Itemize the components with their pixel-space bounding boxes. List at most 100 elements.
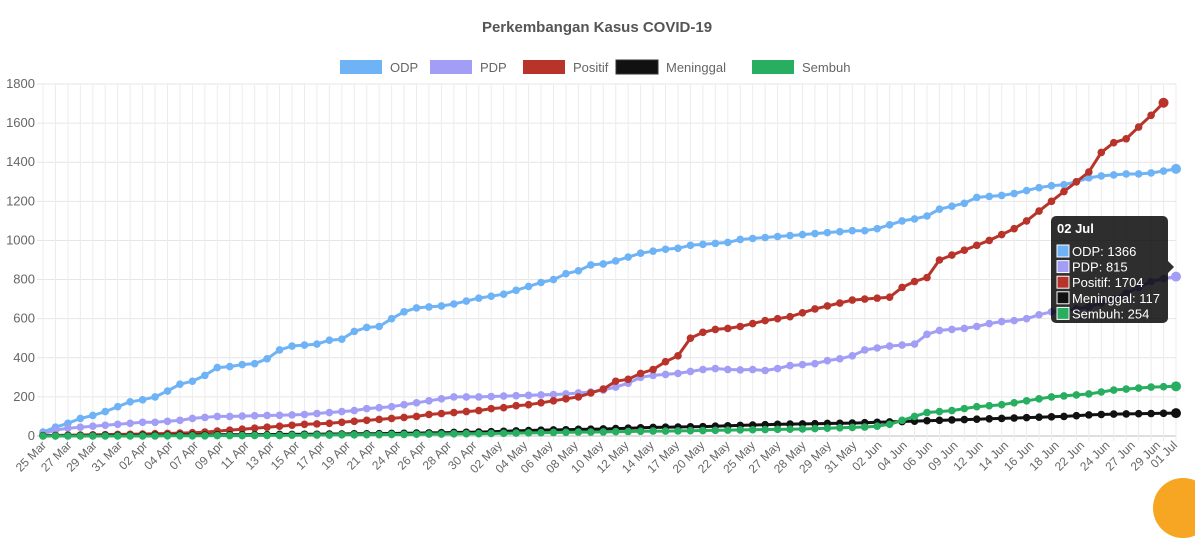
- data-point[interactable]: [1060, 392, 1068, 400]
- data-point[interactable]: [325, 419, 334, 428]
- data-point[interactable]: [761, 316, 769, 325]
- data-point[interactable]: [661, 427, 670, 435]
- data-point[interactable]: [935, 407, 944, 416]
- data-point[interactable]: [636, 427, 645, 436]
- data-point[interactable]: [711, 325, 720, 334]
- data-point[interactable]: [238, 360, 247, 369]
- data-point[interactable]: [1134, 384, 1143, 392]
- data-point[interactable]: [338, 407, 346, 416]
- data-point[interactable]: [649, 427, 657, 435]
- data-point[interactable]: [885, 342, 894, 350]
- data-point[interactable]: [201, 371, 209, 380]
- data-point[interactable]: [263, 431, 271, 440]
- data-point[interactable]: [1097, 410, 1106, 419]
- data-point[interactable]: [1159, 167, 1168, 175]
- data-point[interactable]: [101, 407, 110, 416]
- data-point[interactable]: [499, 392, 508, 400]
- data-point[interactable]: [972, 322, 981, 331]
- data-point[interactable]: [275, 431, 284, 440]
- data-point[interactable]: [1109, 171, 1118, 179]
- data-point[interactable]: [225, 362, 234, 371]
- data-point[interactable]: [1035, 310, 1043, 319]
- data-point[interactable]: [1047, 413, 1056, 421]
- data-point[interactable]: [126, 432, 134, 440]
- data-point[interactable]: [313, 340, 321, 348]
- data-point[interactable]: [1171, 381, 1181, 392]
- data-point[interactable]: [1060, 412, 1068, 421]
- data-point[interactable]: [549, 390, 558, 399]
- data-point[interactable]: [51, 432, 60, 440]
- data-point[interactable]: [275, 411, 284, 420]
- data-point[interactable]: [985, 236, 994, 245]
- data-point[interactable]: [997, 317, 1006, 326]
- data-point[interactable]: [325, 408, 334, 417]
- data-point[interactable]: [636, 249, 645, 257]
- data-point[interactable]: [64, 432, 72, 440]
- data-point[interactable]: [1122, 410, 1130, 418]
- data-point[interactable]: [948, 202, 956, 211]
- data-point[interactable]: [375, 322, 383, 331]
- data-point[interactable]: [499, 403, 508, 412]
- data-point[interactable]: [350, 406, 359, 415]
- data-point[interactable]: [76, 432, 85, 440]
- data-point[interactable]: [1022, 186, 1031, 195]
- data-point[interactable]: [250, 431, 259, 440]
- data-point[interactable]: [412, 398, 421, 407]
- data-point[interactable]: [723, 426, 732, 434]
- data-point[interactable]: [761, 233, 769, 242]
- data-point[interactable]: [163, 432, 172, 440]
- data-point[interactable]: [300, 341, 309, 349]
- data-point[interactable]: [823, 228, 832, 237]
- data-point[interactable]: [474, 406, 483, 415]
- data-point[interactable]: [711, 364, 720, 373]
- data-point[interactable]: [736, 426, 745, 434]
- data-point[interactable]: [437, 395, 446, 403]
- data-point[interactable]: [923, 273, 931, 282]
- data-point[interactable]: [798, 425, 807, 433]
- data-point[interactable]: [686, 334, 695, 343]
- legend-item-sembuh[interactable]: Sembuh: [752, 60, 850, 75]
- data-point[interactable]: [350, 431, 359, 439]
- data-point[interactable]: [412, 412, 421, 421]
- data-point[interactable]: [425, 397, 433, 405]
- data-point[interactable]: [562, 395, 570, 403]
- data-point[interactable]: [225, 412, 234, 421]
- data-point[interactable]: [549, 275, 558, 284]
- data-point[interactable]: [338, 335, 346, 344]
- data-point[interactable]: [1085, 411, 1093, 419]
- data-point[interactable]: [624, 253, 632, 261]
- data-point[interactable]: [188, 432, 197, 440]
- data-point[interactable]: [587, 389, 595, 397]
- data-point[interactable]: [748, 425, 757, 434]
- data-point[interactable]: [1147, 169, 1155, 177]
- data-point[interactable]: [723, 238, 732, 247]
- data-point[interactable]: [387, 430, 396, 439]
- data-point[interactable]: [823, 356, 832, 365]
- data-point[interactable]: [437, 430, 446, 438]
- data-point[interactable]: [238, 431, 247, 440]
- data-point[interactable]: [798, 230, 807, 239]
- data-point[interactable]: [960, 415, 969, 424]
- data-point[interactable]: [674, 244, 682, 253]
- data-point[interactable]: [450, 408, 458, 417]
- data-point[interactable]: [599, 260, 608, 268]
- data-point[interactable]: [1072, 391, 1081, 399]
- data-point[interactable]: [587, 428, 595, 436]
- data-point[interactable]: [873, 294, 881, 302]
- data-point[interactable]: [1171, 408, 1181, 419]
- data-point[interactable]: [960, 199, 969, 208]
- data-point[interactable]: [786, 231, 794, 240]
- data-point[interactable]: [524, 391, 533, 400]
- data-point[interactable]: [474, 393, 483, 401]
- data-point[interactable]: [997, 230, 1006, 239]
- data-point[interactable]: [997, 414, 1006, 423]
- data-point[interactable]: [288, 421, 296, 430]
- data-point[interactable]: [898, 283, 906, 292]
- data-point[interactable]: [649, 371, 657, 380]
- data-point[interactable]: [1109, 410, 1118, 418]
- data-point[interactable]: [1022, 217, 1031, 225]
- data-point[interactable]: [1171, 163, 1181, 174]
- data-point[interactable]: [773, 364, 782, 373]
- data-point[interactable]: [101, 421, 110, 430]
- data-point[interactable]: [985, 192, 994, 201]
